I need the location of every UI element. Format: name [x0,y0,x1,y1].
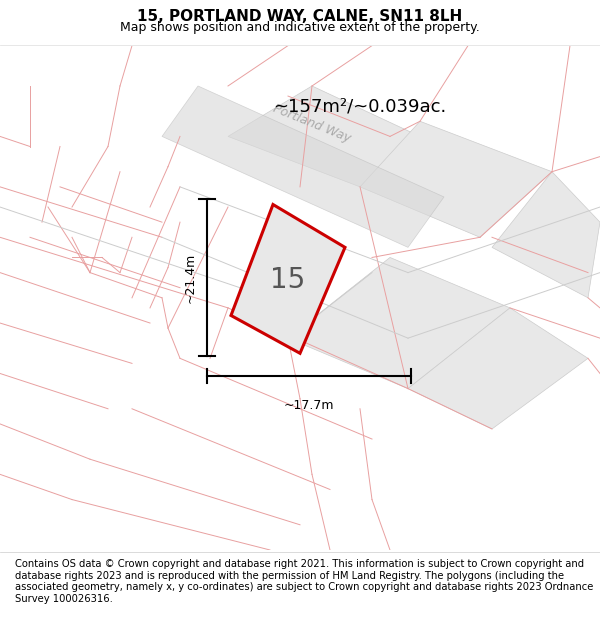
Polygon shape [228,86,420,187]
Text: Contains OS data © Crown copyright and database right 2021. This information is : Contains OS data © Crown copyright and d… [15,559,593,604]
Text: 15, PORTLAND WAY, CALNE, SN11 8LH: 15, PORTLAND WAY, CALNE, SN11 8LH [137,9,463,24]
Polygon shape [360,121,552,238]
Polygon shape [162,86,444,248]
Polygon shape [492,172,600,298]
Text: Portland Way: Portland Way [271,102,353,146]
Text: 15: 15 [269,266,305,294]
Text: ~157m²/~0.039ac.: ~157m²/~0.039ac. [274,97,446,115]
Text: ~17.7m: ~17.7m [284,399,334,412]
Text: ~21.4m: ~21.4m [184,253,197,302]
Polygon shape [231,204,345,353]
Polygon shape [408,308,588,429]
Text: Map shows position and indicative extent of the property.: Map shows position and indicative extent… [120,21,480,34]
Polygon shape [288,258,510,389]
